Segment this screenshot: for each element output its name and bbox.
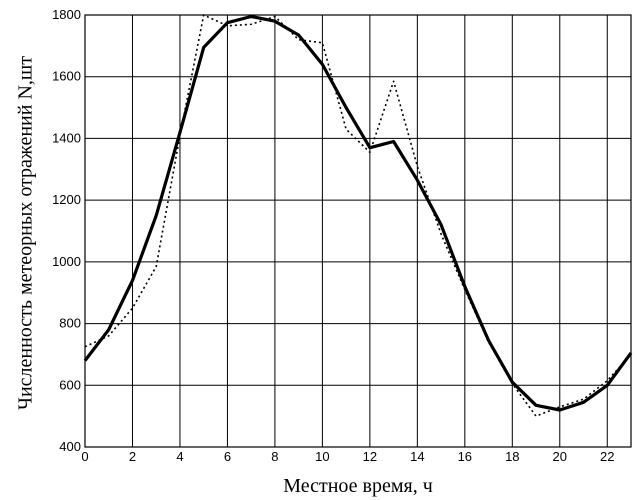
x-tick-label: 22 bbox=[600, 449, 614, 464]
x-tick-label: 18 bbox=[505, 449, 519, 464]
x-tick-label: 2 bbox=[129, 449, 136, 464]
y-tick-label: 400 bbox=[59, 439, 81, 454]
y-tick-label: 800 bbox=[59, 316, 81, 331]
x-tick-label: 10 bbox=[315, 449, 329, 464]
series-line-dotted bbox=[84, 14, 632, 417]
y-tick-label: 600 bbox=[59, 377, 81, 392]
x-tick-label: 20 bbox=[553, 449, 567, 464]
x-axis-ticks: 0 2 4 6 8 10 12 14 16 18 20 22 bbox=[81, 449, 614, 464]
grid bbox=[84, 14, 631, 448]
x-axis-label: Местное время, ч bbox=[283, 475, 433, 497]
x-tick-label: 6 bbox=[224, 449, 231, 464]
x-tick-label: 0 bbox=[81, 449, 88, 464]
y-tick-label: 1400 bbox=[52, 130, 81, 145]
series-line-solid bbox=[83, 14, 633, 412]
y-tick-label: 1000 bbox=[52, 254, 81, 269]
y-tick-label: 1200 bbox=[52, 192, 81, 207]
x-tick-label: 4 bbox=[176, 449, 183, 464]
y-axis-ticks: 400 600 800 1000 1200 1400 1600 1800 bbox=[52, 7, 81, 454]
x-tick-label: 14 bbox=[410, 449, 424, 464]
x-tick-label: 8 bbox=[271, 449, 278, 464]
y-tick-label: 1800 bbox=[52, 7, 81, 22]
x-tick-label: 12 bbox=[363, 449, 377, 464]
y-axis-label: Численность метеорных отражений N,шт bbox=[15, 56, 37, 410]
x-tick-label: 16 bbox=[458, 449, 472, 464]
plot-frame bbox=[84, 14, 632, 448]
series-layer bbox=[83, 14, 633, 417]
y-tick-label: 1600 bbox=[52, 69, 81, 84]
